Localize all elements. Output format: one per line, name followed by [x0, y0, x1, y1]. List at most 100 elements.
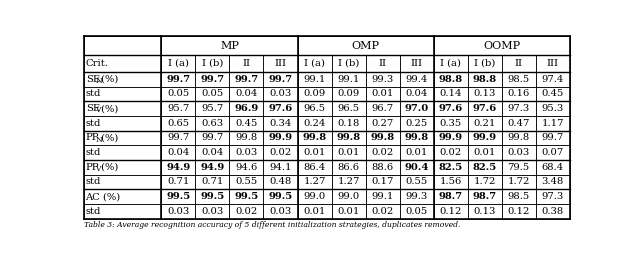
Text: 0.55: 0.55	[236, 178, 257, 186]
Text: 86.6: 86.6	[337, 163, 360, 172]
Bar	[264, 87, 298, 101]
Text: OMP: OMP	[351, 41, 380, 51]
Text: 0.12: 0.12	[508, 207, 530, 216]
Bar	[365, 130, 399, 145]
Text: 0.45: 0.45	[541, 89, 564, 98]
Bar	[468, 55, 502, 72]
Bar	[298, 175, 332, 189]
Text: 99.7: 99.7	[202, 133, 223, 142]
Text: 96.5: 96.5	[337, 104, 360, 113]
Bar	[195, 175, 230, 189]
Text: 99.5: 99.5	[200, 192, 225, 201]
Bar	[502, 130, 536, 145]
Text: 99.4: 99.4	[406, 75, 428, 84]
Bar	[161, 175, 195, 189]
Bar	[230, 175, 264, 189]
Text: 99.8: 99.8	[337, 133, 360, 142]
Bar	[230, 87, 264, 101]
Text: I (b): I (b)	[338, 59, 359, 68]
Text: 0.09: 0.09	[303, 89, 326, 98]
Bar	[332, 55, 365, 72]
Bar	[230, 72, 264, 87]
Bar	[195, 72, 230, 87]
Bar	[399, 116, 434, 130]
Bar	[536, 145, 570, 160]
Bar	[264, 204, 298, 219]
Bar	[332, 145, 365, 160]
Text: 97.6: 97.6	[438, 104, 463, 113]
Text: III: III	[547, 59, 559, 68]
Bar	[434, 160, 468, 175]
Text: 0.17: 0.17	[371, 178, 394, 186]
Text: 1.72: 1.72	[508, 178, 530, 186]
Text: 0.27: 0.27	[371, 119, 394, 128]
Text: 0.03: 0.03	[508, 148, 530, 157]
Text: 0.48: 0.48	[269, 178, 292, 186]
Text: 0.13: 0.13	[474, 207, 496, 216]
Bar	[502, 55, 536, 72]
Text: V: V	[95, 165, 100, 173]
Bar	[298, 189, 332, 204]
Text: 96.9: 96.9	[234, 104, 259, 113]
Bar	[502, 145, 536, 160]
Bar	[399, 189, 434, 204]
Bar	[161, 189, 195, 204]
Bar	[468, 130, 502, 145]
Text: MP: MP	[220, 41, 239, 51]
Text: 98.5: 98.5	[508, 75, 530, 84]
Bar	[536, 160, 570, 175]
Text: 99.8: 99.8	[371, 133, 395, 142]
Text: PP: PP	[86, 163, 99, 172]
Bar	[195, 145, 230, 160]
Text: 0.05: 0.05	[167, 89, 189, 98]
Text: 0.04: 0.04	[167, 148, 189, 157]
Text: SE: SE	[86, 104, 100, 113]
Text: std: std	[85, 89, 100, 98]
Bar	[230, 101, 264, 116]
Text: II: II	[379, 59, 387, 68]
Bar	[502, 160, 536, 175]
Bar	[84, 204, 161, 219]
Text: 98.8: 98.8	[438, 75, 463, 84]
Text: 98.5: 98.5	[508, 192, 530, 201]
Bar	[84, 72, 161, 87]
Bar	[264, 160, 298, 175]
Bar	[161, 160, 195, 175]
Text: III: III	[275, 59, 287, 68]
Text: 94.1: 94.1	[269, 163, 292, 172]
Bar	[536, 189, 570, 204]
Bar	[399, 130, 434, 145]
Bar	[399, 72, 434, 87]
Bar	[84, 189, 161, 204]
Bar	[434, 175, 468, 189]
Bar	[161, 130, 195, 145]
Text: AC (%): AC (%)	[85, 192, 120, 201]
Text: 3.48: 3.48	[541, 178, 564, 186]
Text: 99.7: 99.7	[200, 75, 225, 84]
Text: 99.8: 99.8	[404, 133, 429, 142]
Text: 97.6: 97.6	[472, 104, 497, 113]
Text: 99.7: 99.7	[166, 75, 191, 84]
Text: 0.01: 0.01	[303, 207, 326, 216]
Bar	[365, 116, 399, 130]
Bar	[264, 145, 298, 160]
Text: 0.04: 0.04	[406, 89, 428, 98]
Text: 0.09: 0.09	[337, 89, 360, 98]
Bar	[434, 145, 468, 160]
Bar	[230, 189, 264, 204]
Bar	[502, 72, 536, 87]
Text: 0.14: 0.14	[440, 89, 462, 98]
Text: 95.7: 95.7	[167, 104, 189, 113]
Text: 0.02: 0.02	[269, 148, 292, 157]
Bar	[434, 116, 468, 130]
Text: 0.47: 0.47	[508, 119, 530, 128]
Text: 0.03: 0.03	[269, 207, 292, 216]
Bar	[434, 204, 468, 219]
Text: 0.13: 0.13	[474, 89, 496, 98]
Bar	[161, 116, 195, 130]
Bar	[161, 55, 195, 72]
Bar	[298, 101, 332, 116]
Text: 1.17: 1.17	[541, 119, 564, 128]
Bar	[468, 189, 502, 204]
Text: std: std	[85, 148, 100, 157]
